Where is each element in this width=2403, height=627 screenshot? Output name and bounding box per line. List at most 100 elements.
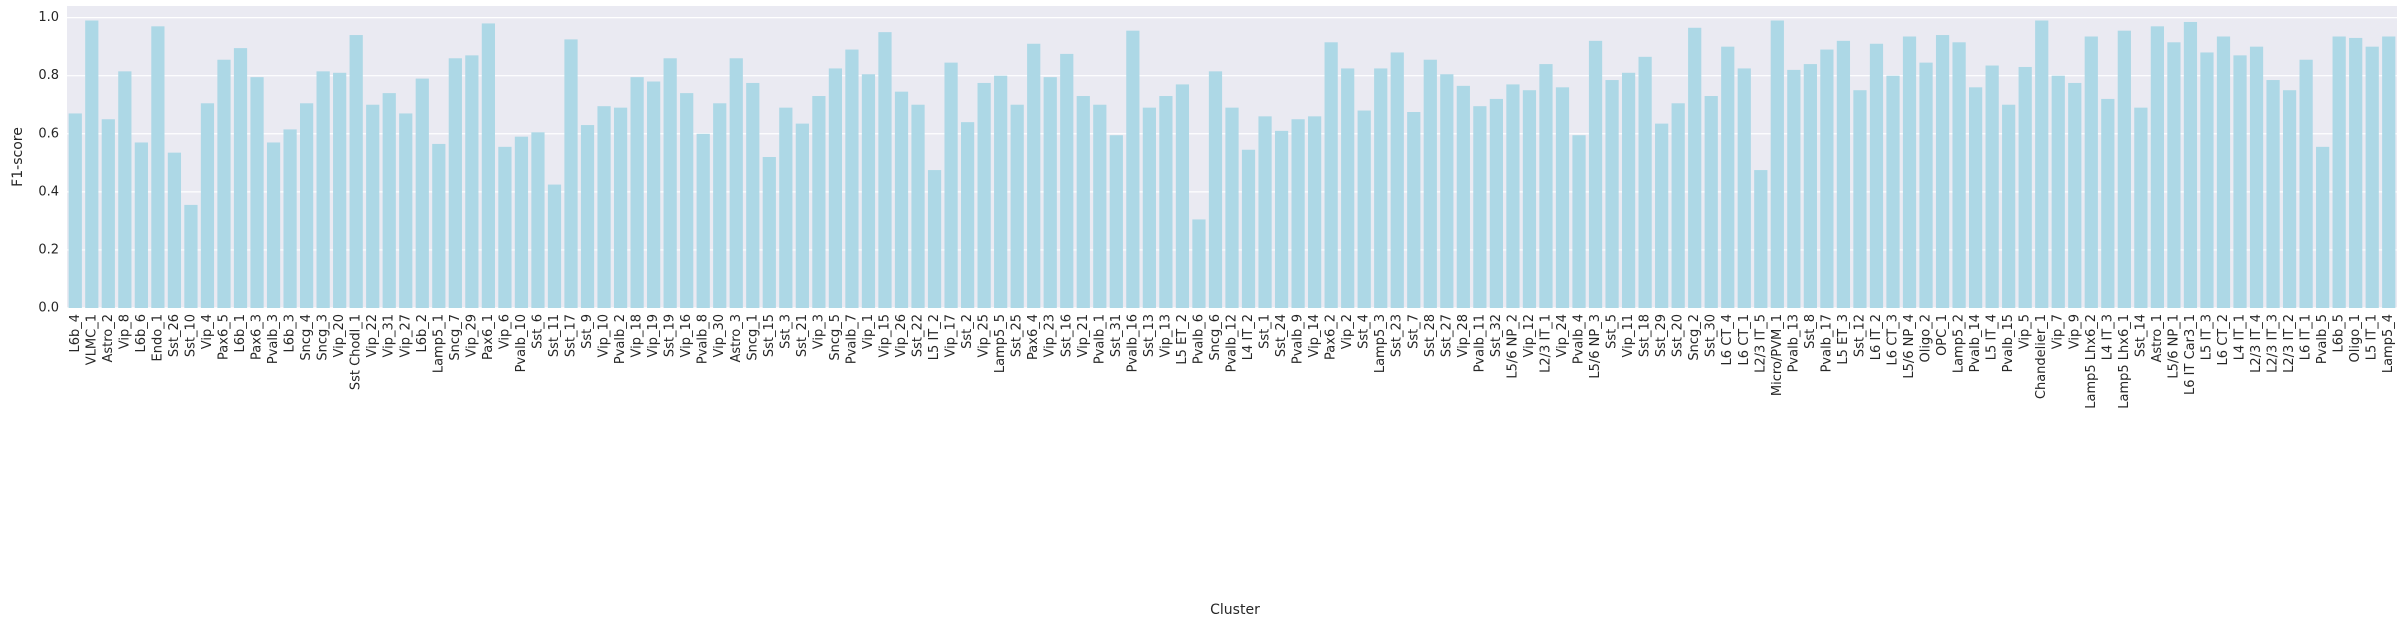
bar	[514, 136, 529, 308]
bar	[1704, 96, 1718, 309]
x-tick-label: Sncg_4	[299, 314, 314, 361]
bar	[812, 96, 826, 309]
x-tick-label: Pax6_3	[250, 314, 265, 360]
x-tick-label: Sst_27	[1439, 314, 1454, 357]
bar	[1506, 84, 1520, 309]
bar	[1985, 65, 1999, 309]
x-tick-label: L6 IT_1	[2299, 314, 2314, 360]
x-tick-label: L5 IT_3	[2199, 314, 2214, 360]
y-tick-label: 1.0	[38, 10, 59, 25]
x-tick-label: Pvalb_11	[1472, 314, 1487, 372]
bar	[2216, 36, 2231, 308]
x-tick-label: L5 IT_2	[927, 314, 942, 360]
bar	[1572, 135, 1586, 308]
x-tick-label: Sst_20	[1671, 314, 1686, 357]
x-tick-label: L6 CT_4	[1720, 314, 1735, 365]
bar	[746, 82, 760, 308]
x-tick-label: L5 ET_3	[1836, 314, 1851, 365]
bar	[415, 78, 429, 308]
bar	[134, 142, 148, 308]
x-tick-label: Vip_21	[1076, 314, 1091, 358]
bar	[2249, 46, 2264, 309]
bar	[2266, 80, 2280, 308]
x-tick-label: Lamp5 Lhx6_2	[2084, 314, 2099, 409]
bar	[564, 39, 578, 309]
bar	[2332, 36, 2346, 308]
x-tick-label: L6b_6	[134, 314, 149, 353]
bar	[1522, 90, 1537, 308]
bar	[333, 72, 347, 309]
x-tick-label: Sncg_2	[1687, 314, 1702, 361]
x-tick-label: Vip_17	[944, 314, 959, 358]
x-tick-label: Astro_3	[729, 314, 744, 363]
bar	[300, 103, 314, 309]
x-tick-label: Endo_1	[150, 314, 165, 361]
x-axis-label: Cluster	[1210, 602, 1260, 618]
x-tick-label: L5/6 NP_4	[1902, 314, 1917, 379]
x-tick-label: Sst_9	[580, 314, 595, 349]
bar	[663, 58, 677, 309]
x-tick-label: L4 IT_3	[2100, 314, 2115, 360]
x-tick-label: L5/6 NP_2	[1505, 314, 1520, 379]
bar	[465, 55, 479, 308]
x-tick-label: Pvalb_6	[1191, 314, 1206, 364]
x-tick-label: Vip_18	[630, 314, 645, 358]
bar	[861, 74, 876, 308]
bar	[1935, 35, 1950, 309]
bar	[1374, 68, 1388, 308]
bar	[481, 23, 495, 309]
bar	[448, 58, 462, 309]
bar	[1241, 149, 1256, 308]
bar	[1638, 56, 1652, 308]
bar	[1027, 43, 1041, 308]
x-tick-label: Sncg_5	[828, 314, 843, 361]
x-tick-label: Sncg_6	[1208, 314, 1223, 361]
bar	[382, 93, 396, 308]
x-tick-label: L6 IT Car3_1	[2183, 314, 2198, 395]
bar	[647, 81, 661, 308]
bar	[1555, 87, 1570, 308]
bar	[911, 104, 925, 308]
x-tick-label: Vip_30	[712, 314, 727, 358]
bar	[845, 49, 859, 309]
x-tick-label: Vip_20	[332, 314, 347, 358]
bar	[217, 59, 231, 308]
x-tick-label: L2/3 IT_4	[2249, 314, 2264, 373]
x-tick-label: L4 IT_1	[2233, 314, 2248, 360]
x-tick-label: Sst_22	[911, 314, 926, 357]
x-tick-label: OPC_1	[1935, 314, 1950, 356]
bar	[1126, 30, 1140, 309]
bar	[498, 146, 512, 308]
bar	[1357, 110, 1371, 309]
bar	[1456, 85, 1470, 308]
bar	[1919, 62, 1933, 308]
x-tick-label: Sst_31	[1109, 314, 1124, 357]
x-tick-label: Sst_2	[960, 314, 975, 349]
x-tick-label: Vip_3	[811, 314, 826, 349]
x-tick-label: Pvalb_10	[514, 314, 529, 372]
x-tick-label: Chandelier_1	[2034, 314, 2049, 399]
y-tick-label: 0.6	[38, 126, 59, 141]
bar	[1291, 119, 1305, 308]
y-tick-label: 0.4	[38, 184, 59, 199]
bar	[2183, 21, 2198, 308]
x-tick-label: Pvalb_1	[1092, 314, 1107, 364]
x-tick-label: L6b_4	[68, 314, 83, 353]
x-tick-label: Pvalb_8	[696, 314, 711, 364]
x-tick-label: Pax6_5	[216, 314, 231, 360]
bar	[2035, 20, 2049, 309]
bar	[2101, 98, 2115, 308]
bar	[2018, 66, 2032, 308]
bar	[2233, 55, 2247, 308]
x-tick-label: Vip_22	[365, 314, 380, 358]
x-tick-label: Vip_7	[2051, 314, 2066, 349]
bar	[2117, 30, 2131, 309]
bar	[1142, 107, 1156, 308]
bar	[1407, 111, 1421, 308]
bar	[167, 152, 182, 308]
x-tick-label: Sst Chodl_1	[349, 314, 364, 390]
x-tick-label: Pvalb_16	[1125, 314, 1140, 372]
x-tick-label: Sst_26	[167, 314, 182, 357]
bar	[1588, 40, 1603, 308]
x-tick-label: Sst_4	[1357, 314, 1372, 349]
